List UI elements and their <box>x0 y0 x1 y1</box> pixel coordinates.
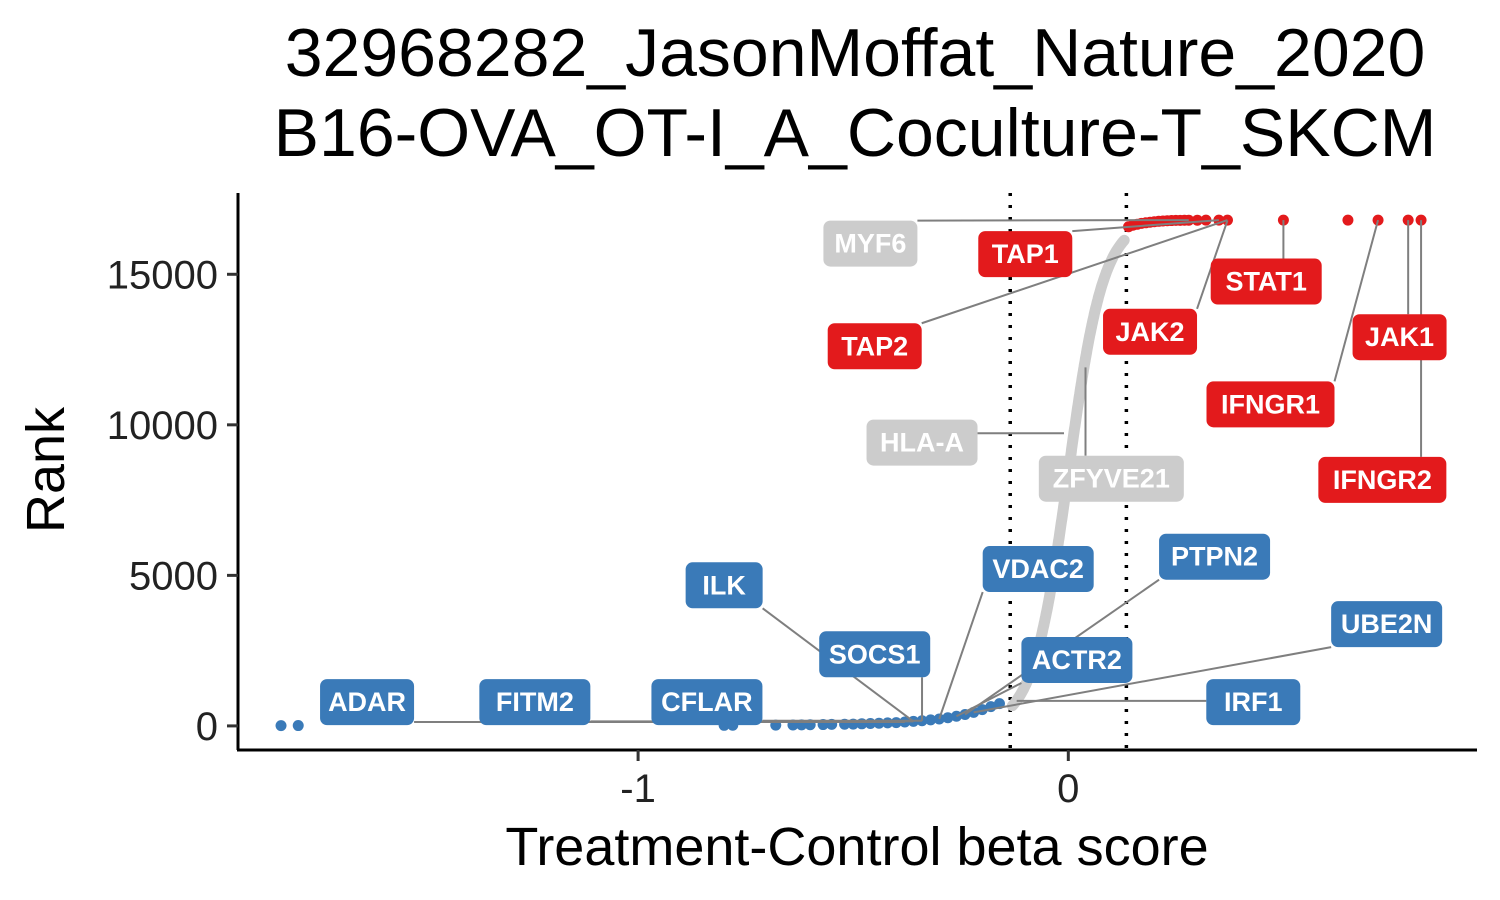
x-tick-label: 0 <box>1057 767 1079 811</box>
gene-label-zfyve21: ZFYVE21 <box>1053 464 1170 494</box>
gene-label-socs1: SOCS1 <box>829 639 921 669</box>
gene-label-box-actr2 <box>1021 636 1133 683</box>
gene-label-box-jak2 <box>1103 308 1198 355</box>
gene-label-ilk: ILK <box>702 570 746 600</box>
gene-label-box-ilk <box>685 562 763 609</box>
negative-gene-point <box>925 714 937 726</box>
gene-label-actr2: ACTR2 <box>1032 645 1122 675</box>
gene-label-box-ube2n <box>1331 601 1443 648</box>
positive-gene-point <box>1191 214 1203 226</box>
gene-label-box-ifngr1 <box>1206 381 1335 428</box>
gene-label-cflar: CFLAR <box>661 687 752 717</box>
gene-label-box-cflar <box>651 679 763 726</box>
connector-actr2 <box>955 682 1022 718</box>
gene-label-hla-a: HLA-A <box>880 428 964 458</box>
gene-label-box-ptpn2 <box>1159 533 1271 580</box>
gene-label-tap1: TAP1 <box>992 239 1059 269</box>
connector-tap1 <box>1072 219 1219 233</box>
gene-label-adar: ADAR <box>328 687 406 717</box>
gene-label-jak2: JAK2 <box>1116 317 1185 347</box>
y-axis-ticks: 0 5000 10000 15000 <box>107 253 238 749</box>
gene-label-box-jak1 <box>1352 314 1447 361</box>
negative-gene-point <box>976 704 988 716</box>
negative-gene-point <box>292 720 304 732</box>
gene-label-ifngr1: IFNGR1 <box>1221 389 1320 419</box>
chart-title-line-1: 32968282_JasonMoffat_Nature_2020 <box>285 15 1426 91</box>
gene-label-stat1: STAT1 <box>1225 267 1307 297</box>
gene-label-ifngr2: IFNGR2 <box>1333 465 1432 495</box>
gene-label-box-hla-a <box>866 419 978 466</box>
gene-label-jak1: JAK1 <box>1365 322 1434 352</box>
gene-label-box-tap1 <box>978 231 1073 278</box>
gene-label-box-myf6 <box>823 220 918 267</box>
connector-ifngr1 <box>1333 219 1380 382</box>
y-tick-label: 15000 <box>107 253 218 297</box>
gene-label-box-adar <box>320 679 415 726</box>
y-axis-title: Rank <box>16 406 76 533</box>
gene-label-box-zfyve21 <box>1038 455 1184 502</box>
positive-gene-point <box>1342 214 1354 226</box>
y-tick-label: 0 <box>196 705 218 749</box>
connector-vdac2 <box>938 591 984 720</box>
gene-label-myf6: MYF6 <box>834 229 906 259</box>
gene-label-vdac2: VDAC2 <box>992 554 1084 584</box>
connector-tap2 <box>921 219 1228 325</box>
gene-label-tap2: TAP2 <box>841 331 908 361</box>
gene-labels: MYF6 TAP1 TAP2 STAT1 JAK2 JAK1 IFNGR1 IFNGR2 HLA… <box>320 220 1447 726</box>
axes <box>236 193 1477 752</box>
gene-label-box-stat1 <box>1210 258 1322 305</box>
gene-label-box-socs1 <box>819 631 931 678</box>
y-tick-label: 10000 <box>107 404 218 448</box>
gene-label-box-tap2 <box>827 323 922 370</box>
gene-label-box-fitm2 <box>479 679 591 726</box>
gene-label-box-vdac2 <box>982 546 1094 593</box>
gene-label-ptpn2: PTPN2 <box>1171 542 1258 572</box>
x-tick-label: -1 <box>620 767 656 811</box>
chart-title-line-2: B16-OVA_OT-I_A_Coculture-T_SKCM <box>274 95 1437 171</box>
negative-gene-point <box>942 712 954 724</box>
y-tick-label: 5000 <box>129 554 218 598</box>
gene-label-box-irf1 <box>1206 679 1301 726</box>
gene-label-ube2n: UBE2N <box>1341 609 1433 639</box>
gene-label-fitm2: FITM2 <box>496 687 574 717</box>
gene-label-irf1: IRF1 <box>1224 687 1283 717</box>
gene-label-box-ifngr2 <box>1318 456 1447 503</box>
x-axis-ticks: -1 0 <box>620 750 1079 811</box>
negative-gene-point <box>275 720 287 732</box>
x-axis-title: Treatment-Control beta score <box>505 817 1208 877</box>
